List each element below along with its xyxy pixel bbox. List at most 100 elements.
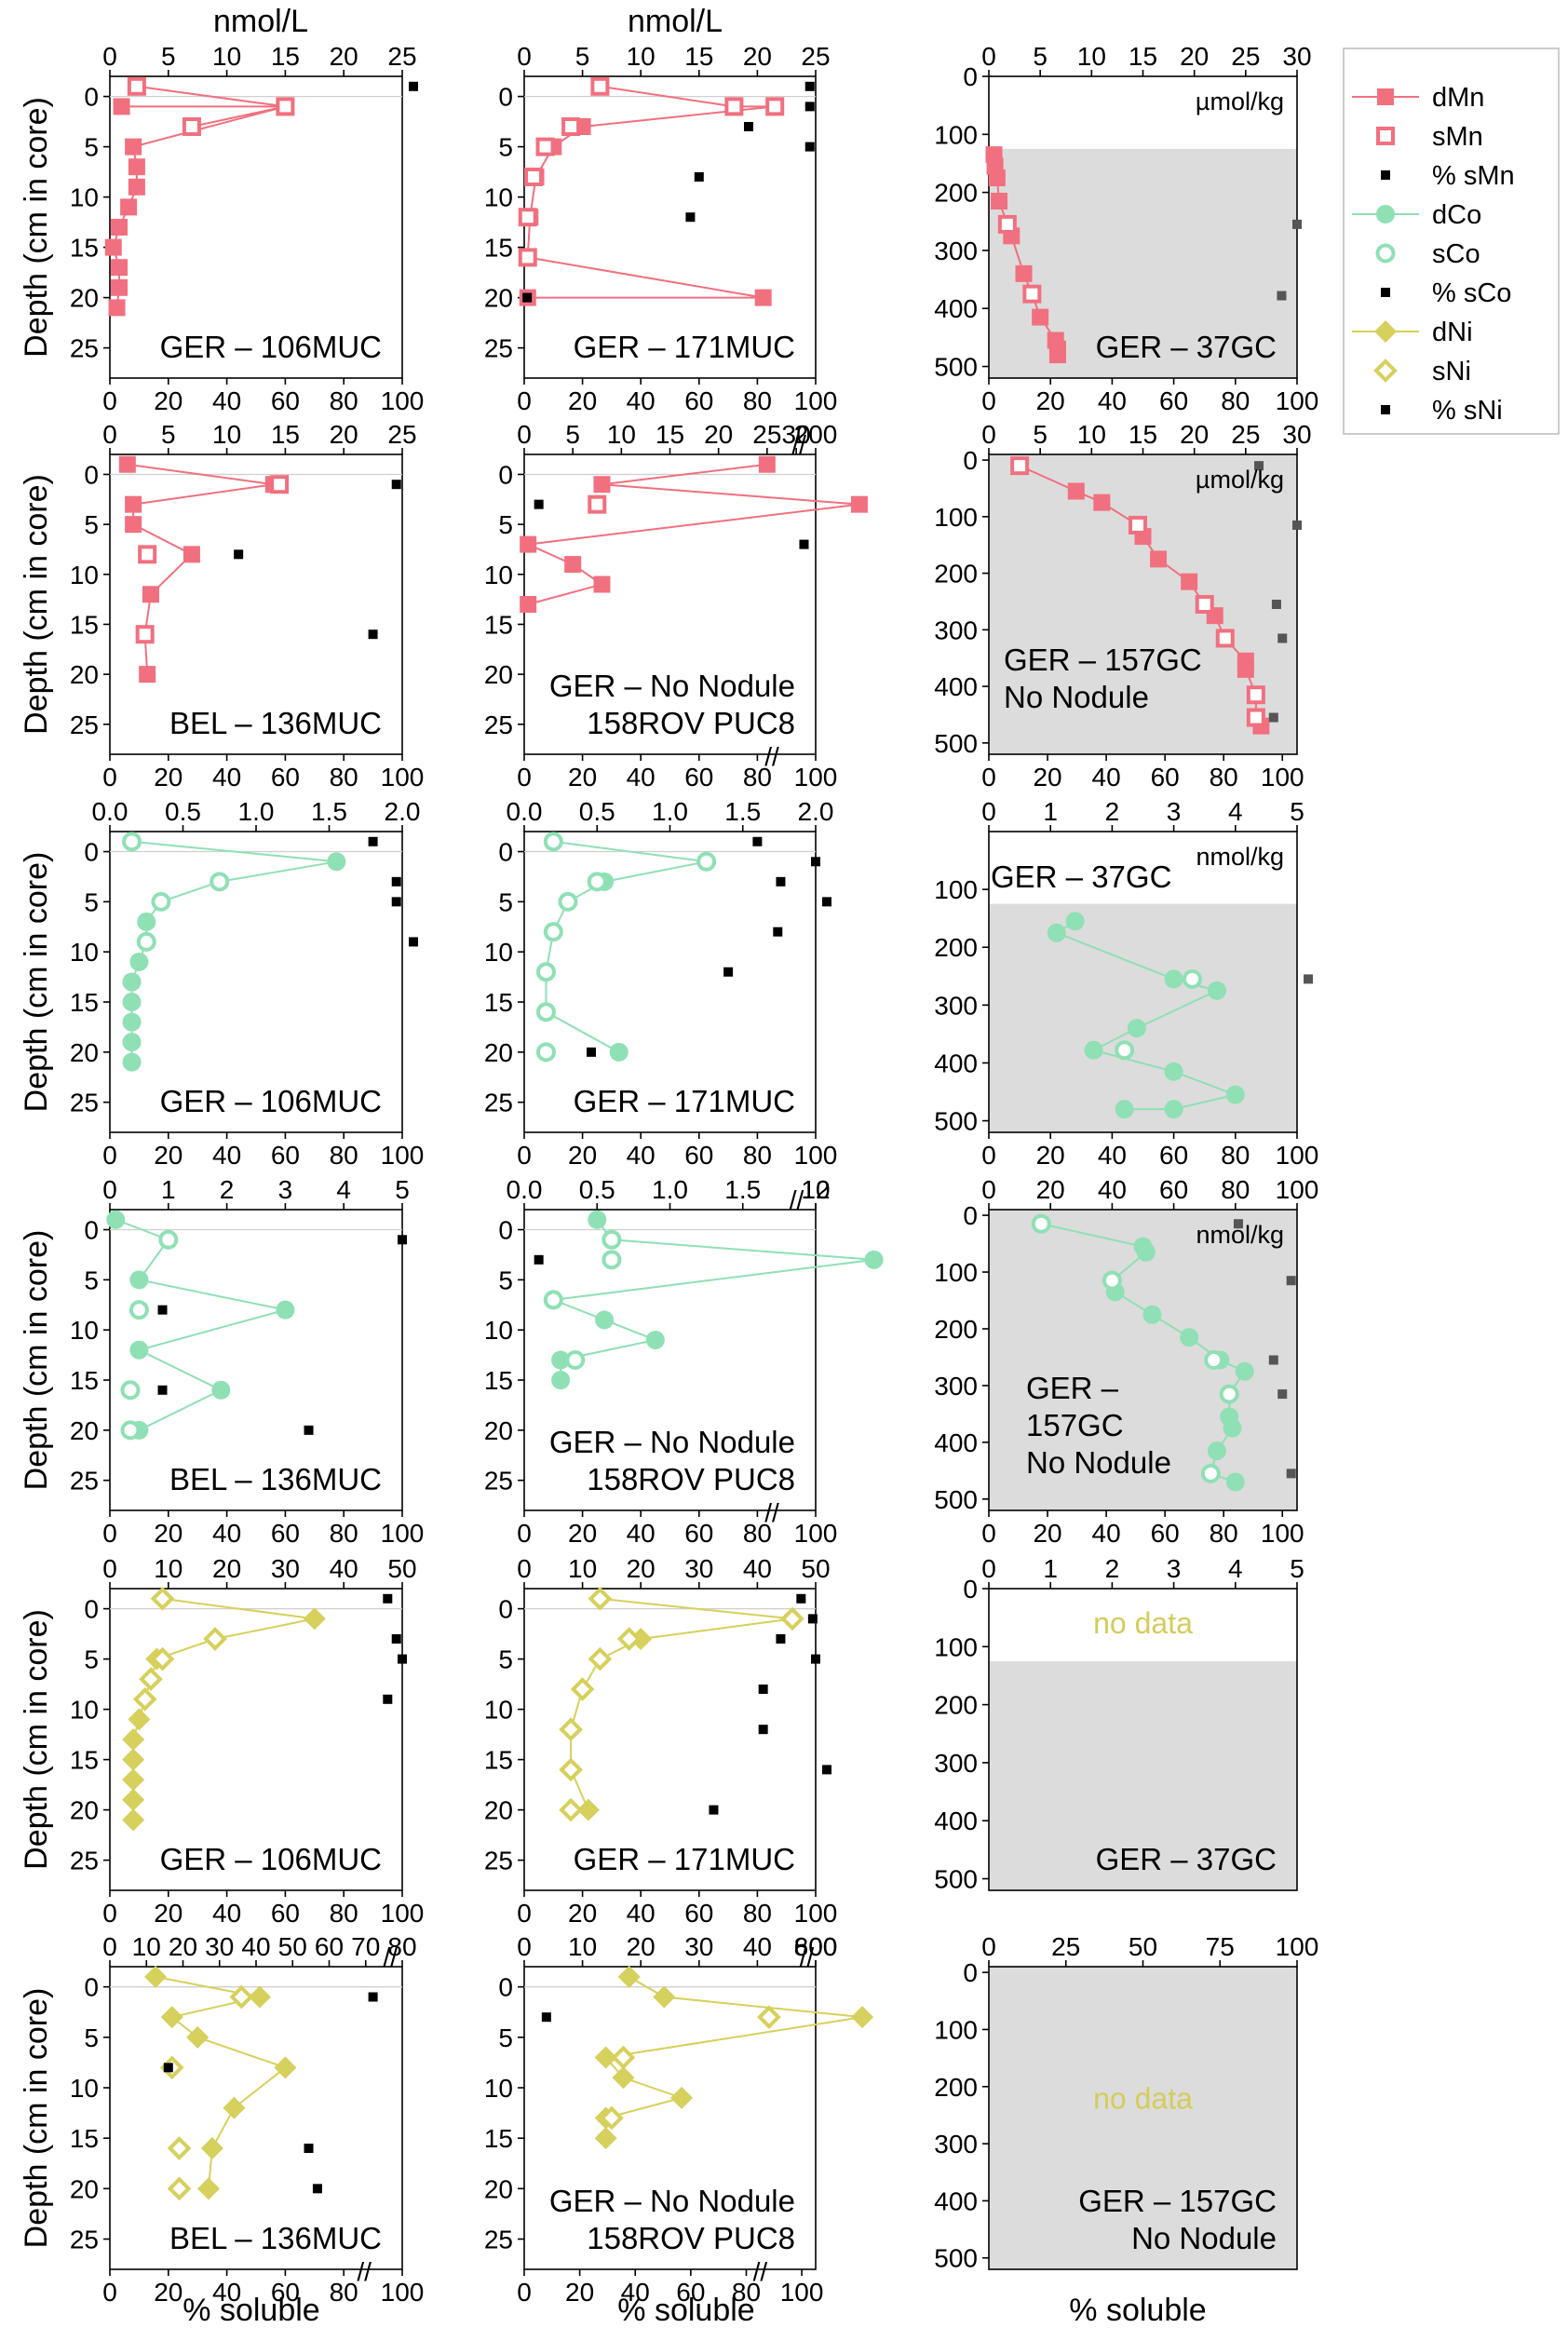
soluble-point — [203, 1627, 227, 1651]
top-tick-label: 2 — [1105, 1554, 1120, 1583]
legend-label: dCo — [1432, 200, 1481, 230]
top-tick-label: 20 — [330, 420, 358, 449]
top-tick-label: 2 — [220, 1175, 235, 1204]
bottom-tick-label: 60 — [684, 386, 713, 415]
soluble-point — [535, 1002, 556, 1022]
y-tick-label: 25 — [484, 1089, 513, 1117]
top-tick-label: 0.5 — [579, 797, 615, 826]
station-label: GER – 37GC — [1096, 1842, 1277, 1876]
dissolved-profile-line — [155, 1975, 288, 2189]
dissolved-point — [276, 1300, 295, 1320]
y-tick-label: 5 — [84, 1266, 99, 1294]
top-tick-label: 20 — [743, 42, 772, 71]
dissolved-profile-line — [570, 1597, 793, 1810]
soluble-point — [543, 922, 563, 942]
top-tick-label: 0 — [517, 42, 532, 71]
top-unit-label-col1: nmol/L — [213, 4, 308, 39]
y-tick-label: 300 — [934, 1749, 978, 1778]
top-tick-label: 25 — [387, 42, 416, 71]
bottom-tick-label: 80 — [330, 1141, 358, 1170]
dissolved-point — [1047, 923, 1066, 942]
top-tick-label: 40 — [241, 1932, 270, 1961]
bottom-tick-label: 80 — [330, 1519, 358, 1548]
y-tick-label: 400 — [934, 1049, 978, 1077]
y-tick-label: 100 — [934, 1258, 978, 1287]
percent-soluble-point — [804, 142, 815, 152]
y-tick-label: 5 — [84, 887, 99, 916]
dissolved-point — [128, 178, 145, 196]
y-tick-label: 100 — [934, 503, 978, 532]
y-axis-label: Depth (cm in core) — [19, 474, 54, 735]
dissolved-point — [1164, 1062, 1183, 1081]
bottom-tick-label: 0 — [517, 1519, 532, 1548]
bottom-tick-label: 60 — [684, 1899, 713, 1928]
plot-frame — [988, 1588, 1298, 1891]
percent-soluble-point — [312, 2184, 322, 2194]
y-tick-label: 20 — [484, 1796, 513, 1825]
percent-soluble-point — [368, 836, 378, 846]
bottom-tick-label: 0 — [517, 386, 532, 415]
bottom-tick-label: 100 — [381, 1141, 425, 1170]
dissolved-point — [1225, 1085, 1245, 1104]
top-tick-label: 0 — [981, 1932, 996, 1961]
y-tick-label: 10 — [70, 561, 99, 589]
percent-soluble-point — [391, 1634, 401, 1644]
legend-item-dmn: dMn — [1352, 83, 1484, 113]
percent-soluble-point — [409, 81, 418, 91]
y-tick-label: 10 — [484, 938, 513, 967]
y-tick-label: 200 — [934, 1691, 978, 1720]
dissolved-point — [1136, 1242, 1156, 1262]
bottom-tick-label: 40 — [212, 2278, 241, 2307]
top-tick-label: 1 — [161, 1175, 176, 1204]
top-tick-label: 5 — [575, 42, 590, 71]
bottom-tick-label: 20 — [154, 2278, 182, 2307]
panel-p10: 0 1 2 3 4 5 0 20 40 60 80 100 0 5 10 15 20 25 Depth (cm in… — [19, 1175, 424, 1548]
top-tick-label: 0 — [981, 1554, 996, 1583]
bottom-tick-label: 60 — [676, 2278, 705, 2307]
percent-soluble-point — [586, 1047, 596, 1057]
bottom-tick-label: 40 — [212, 386, 241, 415]
bottom-tick-label: 40 — [627, 386, 656, 415]
bottom-tick-label: 0 — [102, 1899, 117, 1928]
dissolved-point — [850, 495, 868, 513]
bottom-tick-label: 40 — [1092, 1519, 1121, 1548]
soluble-point — [696, 851, 717, 872]
percent-soluble-point — [1292, 520, 1302, 530]
top-tick-label: 0 — [517, 1554, 532, 1583]
dissolved-point — [196, 2177, 220, 2200]
top-tick-label: 5 — [1290, 1554, 1304, 1583]
dissolved-point — [653, 1985, 676, 2009]
panel-p9: 0 1 2 3 4 5 0 20 40 60 80 100 100 200 300 400 500 nmol/kg… — [934, 797, 1318, 1170]
top-tick-label: 2.0 — [798, 797, 834, 826]
soluble-point — [724, 97, 744, 116]
soluble-point — [1200, 1463, 1221, 1483]
percent-soluble-point — [409, 937, 418, 947]
top-tick-label: 5 — [161, 42, 176, 71]
bottom-tick-label: 60 — [271, 386, 300, 415]
dissolved-point — [122, 1052, 142, 1072]
top-tick-label: 0.5 — [165, 797, 201, 826]
y-tick-label: 15 — [70, 988, 99, 1017]
bottom-tick-label: 80 — [1221, 1141, 1250, 1170]
dissolved-point — [593, 575, 611, 593]
legend-item-sco: sCo — [1375, 239, 1480, 269]
no-data-label: no data — [1093, 2082, 1193, 2116]
y-tick-label: 25 — [484, 1467, 513, 1496]
dissolved-point — [111, 278, 128, 296]
top-tick-label: 20 — [627, 1932, 656, 1961]
station-label: GER – 37GC — [991, 859, 1171, 894]
bottom-tick-label: 80 — [330, 386, 358, 415]
dissolved-point — [612, 2066, 635, 2090]
soluble-point — [518, 248, 537, 267]
bottom-tick-label: 20 — [568, 1899, 597, 1928]
soluble-point — [127, 76, 146, 96]
top-tick-label: 3 — [278, 1175, 293, 1204]
soluble-point — [1010, 456, 1030, 476]
dissolved-point — [223, 2096, 246, 2119]
top-tick-label: 0 — [981, 797, 996, 826]
y-tick-label: 0 — [84, 838, 99, 867]
y-tick-label: 0 — [498, 1595, 513, 1624]
dissolved-point — [211, 1380, 231, 1400]
dissolved-point — [588, 1210, 607, 1229]
